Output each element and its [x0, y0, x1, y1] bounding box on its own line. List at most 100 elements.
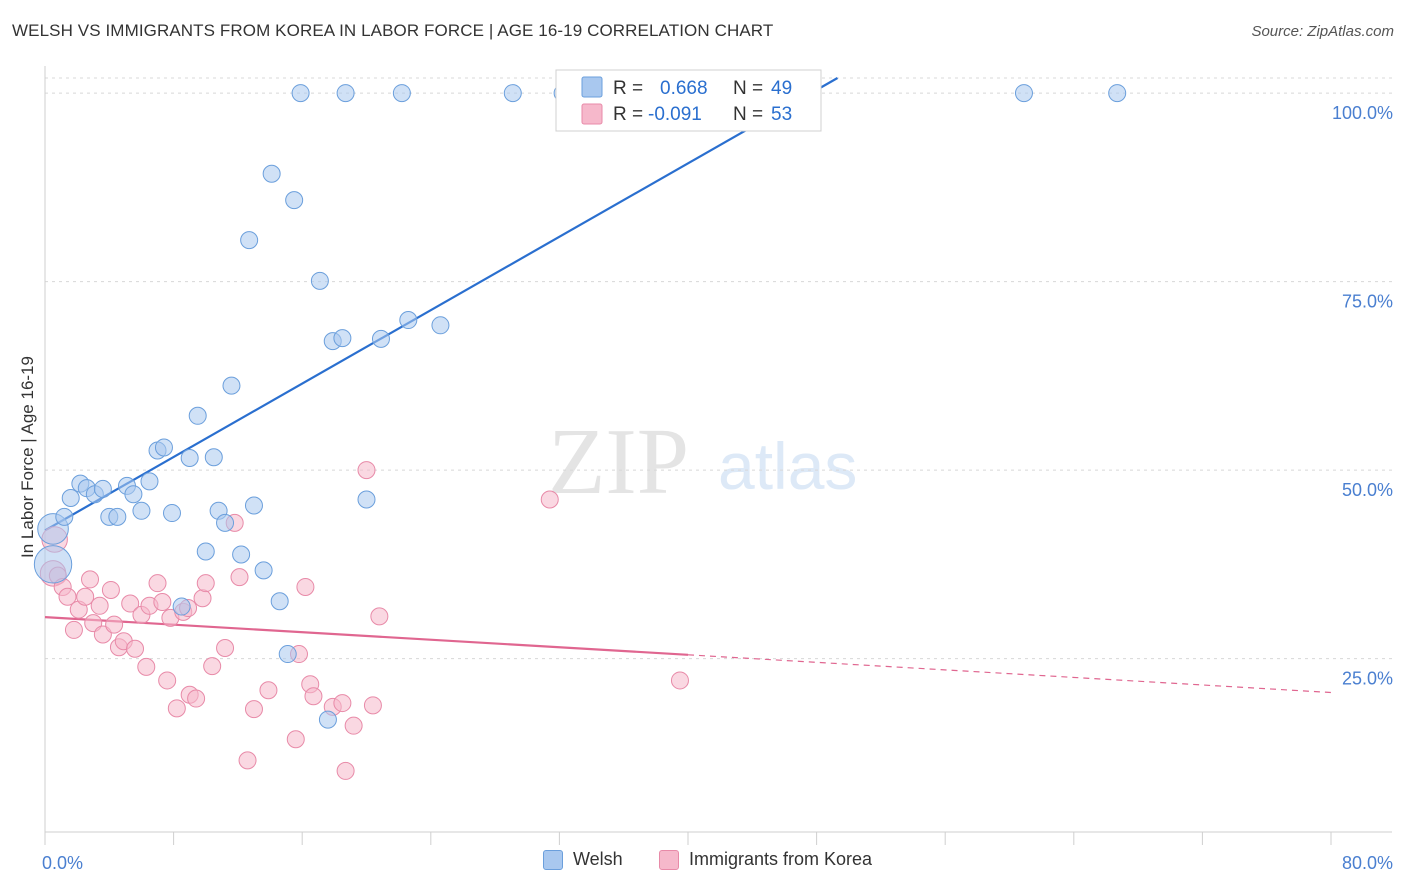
korea-point	[121, 594, 140, 613]
korea-point	[344, 716, 363, 735]
welsh-point	[55, 507, 74, 526]
stats-welsh-n-label: N =	[733, 78, 763, 99]
welsh-point	[291, 84, 310, 103]
welsh-point	[240, 231, 259, 250]
welsh-point	[162, 504, 181, 523]
korea-point	[286, 730, 305, 749]
welsh-point	[222, 376, 241, 395]
korea-point	[193, 589, 212, 608]
chart-title: WELSH VS IMMIGRANTS FROM KOREA IN LABOR …	[12, 21, 774, 40]
korea-point	[540, 490, 559, 509]
stats-korea-r-value: -0.091	[648, 104, 702, 125]
welsh-point	[172, 597, 191, 616]
korea-point	[230, 568, 249, 587]
welsh-point	[431, 316, 450, 335]
stats-korea-r-label: R =	[613, 104, 643, 125]
welsh-point	[333, 329, 352, 348]
welsh-point	[132, 501, 151, 520]
korea-trend-line-extrapolated	[687, 654, 1332, 694]
x-tick-label-min: 0.0%	[42, 853, 83, 873]
korea-point	[187, 689, 206, 708]
y-tick-label: 75.0%	[1342, 292, 1393, 312]
watermark-atlas: atlas	[718, 429, 857, 503]
welsh-point	[318, 710, 337, 729]
watermark: ZIP atlas	[548, 410, 857, 514]
korea-point	[105, 615, 124, 634]
stats-korea-n-label: N =	[733, 104, 763, 125]
stats-welsh-swatch	[581, 76, 603, 98]
korea-point	[101, 580, 120, 599]
legend: Welsh Immigrants from Korea	[0, 849, 1406, 879]
welsh-point	[216, 513, 235, 532]
korea-point	[238, 751, 257, 770]
korea-point	[296, 577, 315, 596]
korea-point	[158, 671, 177, 690]
y-axis-label: In Labor Force | Age 16-19	[18, 356, 37, 558]
stats-welsh-r-value: 0.668	[660, 78, 708, 99]
stats-welsh-n-value: 49	[771, 78, 792, 99]
axes: 25.0% 50.0% 75.0% 100.0% 0.0% 80.0%	[42, 66, 1393, 873]
scatter-points	[33, 84, 1127, 780]
korea-point	[90, 596, 109, 615]
korea-point	[137, 657, 156, 676]
y-tick-label: 100.0%	[1332, 103, 1393, 123]
legend-swatch-korea	[659, 849, 679, 870]
korea-point	[58, 587, 77, 606]
legend-item-korea: Immigrants from Korea	[659, 849, 872, 870]
welsh-point	[270, 592, 289, 611]
legend-label-welsh: Welsh	[573, 849, 623, 869]
legend-label-korea: Immigrants from Korea	[689, 849, 873, 869]
korea-point	[81, 570, 100, 589]
welsh-point	[232, 545, 251, 564]
korea-point	[153, 593, 172, 612]
welsh-point	[262, 164, 281, 183]
trend-lines	[44, 77, 1332, 694]
x-tick-label-max: 80.0%	[1342, 853, 1393, 873]
welsh-point	[357, 490, 376, 509]
welsh-point	[310, 271, 329, 290]
welsh-point	[140, 472, 159, 491]
stats-korea-n-value: 53	[771, 104, 792, 125]
stats-korea-swatch	[581, 103, 603, 125]
welsh-point	[1014, 84, 1033, 103]
korea-point	[244, 700, 263, 719]
legend-swatch-welsh	[543, 849, 563, 870]
korea-point	[370, 607, 389, 626]
gridlines	[45, 77, 1392, 660]
korea-point	[167, 699, 186, 718]
legend-item-welsh: Welsh	[543, 849, 623, 870]
welsh-point	[371, 329, 390, 348]
korea-point	[126, 639, 145, 658]
welsh-point	[503, 84, 522, 103]
korea-point	[203, 657, 222, 676]
welsh-point	[154, 438, 173, 457]
korea-trend-line	[44, 616, 689, 656]
welsh-point	[188, 406, 207, 425]
y-tick-label: 25.0%	[1342, 669, 1393, 689]
welsh-point	[392, 84, 411, 103]
welsh-point	[33, 545, 73, 584]
welsh-point	[196, 542, 215, 561]
stats-welsh-r-label: R =	[613, 78, 643, 99]
welsh-trend-line	[44, 77, 839, 532]
welsh-point	[399, 311, 418, 330]
korea-point	[336, 761, 355, 780]
welsh-point	[93, 479, 112, 498]
korea-point	[670, 671, 689, 690]
welsh-point	[108, 507, 127, 526]
welsh-point	[244, 496, 263, 515]
y-tick-label: 50.0%	[1342, 480, 1393, 500]
welsh-point	[204, 448, 223, 467]
korea-point	[259, 681, 278, 700]
korea-point	[196, 574, 215, 593]
korea-point	[148, 574, 167, 593]
welsh-point	[61, 488, 80, 507]
welsh-point	[336, 84, 355, 103]
source-label: Source: ZipAtlas.com	[1251, 23, 1394, 40]
welsh-point	[254, 561, 273, 580]
korea-point	[64, 620, 83, 639]
stats-box: R = 0.668 N = 49 R = -0.091 N = 53	[555, 69, 822, 132]
watermark-zip: ZIP	[548, 410, 689, 514]
welsh-point	[124, 485, 143, 504]
